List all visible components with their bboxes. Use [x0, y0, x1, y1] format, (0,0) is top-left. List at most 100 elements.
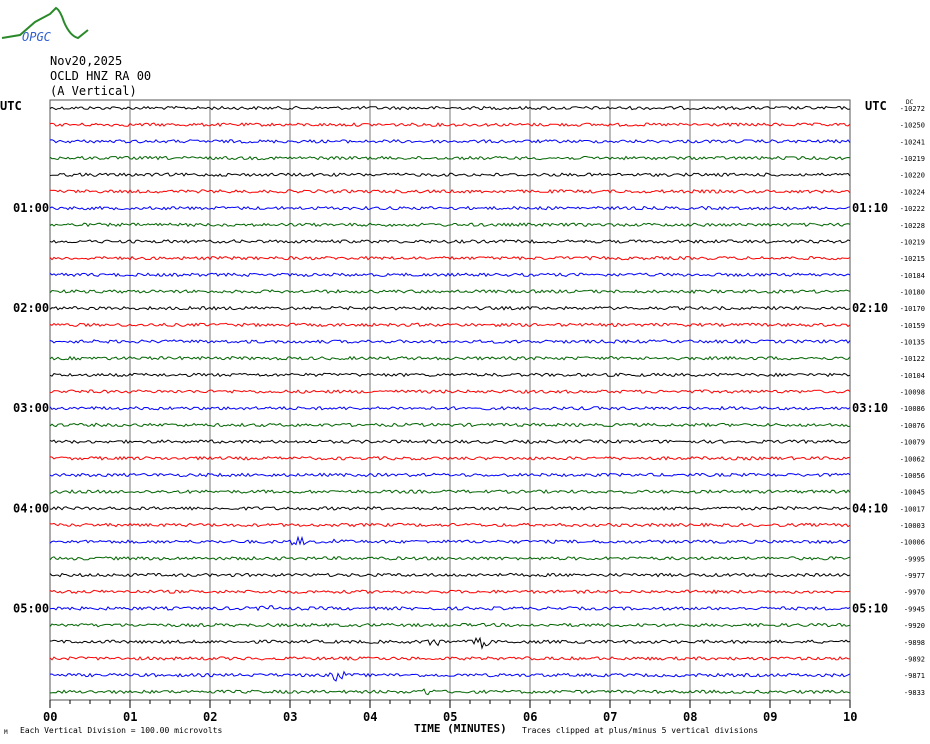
dc-offset-label: -10241: [900, 138, 925, 146]
dc-offset-label: -10098: [900, 389, 925, 397]
dc-offset-label: -10170: [900, 305, 925, 313]
left-hour-label: 04:00: [13, 501, 49, 515]
dc-offset-label: -10228: [900, 222, 925, 230]
left-hour-label: 03:00: [13, 401, 49, 415]
left-hour-label: 01:00: [13, 201, 49, 215]
trace-row-9: [49, 255, 851, 261]
trace-row-18: [49, 405, 851, 411]
trace-row-13: [49, 322, 851, 328]
dc-offset-label: -10220: [900, 172, 925, 180]
x-tick-label: 05: [443, 710, 457, 724]
trace-row-33: [49, 656, 851, 661]
trace-row-26: [49, 535, 851, 546]
dc-offset-label: -9871: [904, 672, 925, 680]
dc-offset-label: -9977: [904, 572, 925, 580]
logo: OPGC: [1, 6, 89, 44]
dc-offset-label: -9970: [904, 589, 925, 597]
right-utc-label: UTC: [865, 99, 887, 113]
x-tick-label: 07: [603, 710, 617, 724]
x-tick-label: 03: [283, 710, 297, 724]
dc-offset-label: -9920: [904, 622, 925, 630]
x-axis-label: TIME (MINUTES): [414, 722, 507, 735]
trace-row-24: [50, 505, 851, 511]
scale-note: Each Vertical Division = 100.00 microvol…: [20, 726, 222, 735]
trace-row-5: [49, 188, 851, 194]
clip-note: Traces clipped at plus/minus 5 vertical …: [522, 726, 758, 735]
dc-label: DC: [906, 99, 914, 106]
dc-offset-label: -10184: [900, 272, 925, 280]
dc-offset-label: -10017: [900, 505, 925, 513]
trace-row-17: [49, 389, 851, 394]
right-hour-label: 03:10: [852, 401, 888, 415]
trace-row-35: [49, 688, 851, 696]
x-tick-label: 04: [363, 710, 377, 724]
trace-row-15: [49, 355, 851, 361]
dc-offset-label: -10062: [900, 455, 925, 463]
trace-row-4: [49, 172, 851, 178]
dc-offset-label: -10079: [900, 439, 925, 447]
trace-row-19: [49, 422, 851, 428]
trace-row-22: [49, 472, 851, 478]
station-label: OCLD HNZ RA 00: [50, 69, 152, 83]
trace-row-2: [49, 139, 851, 144]
right-hour-label: 02:10: [852, 301, 888, 315]
dc-offset-label: -9995: [904, 555, 925, 563]
right-hour-label: 04:10: [852, 501, 888, 515]
left-hour-label: 05:00: [13, 601, 49, 615]
x-tick-label: 01: [123, 710, 137, 724]
left-utc-label: UTC: [0, 99, 22, 113]
left-hour-label: 02:00: [13, 301, 49, 315]
dc-offset-label: -10219: [900, 155, 925, 163]
right-hour-label: 01:10: [852, 201, 888, 215]
trace-row-0: [49, 105, 851, 111]
x-tick-label: 06: [523, 710, 537, 724]
trace-row-31: [49, 622, 851, 628]
right-hour-label: 05:10: [852, 601, 888, 615]
dc-offset-label: -9833: [904, 689, 925, 697]
trace-row-23: [49, 489, 851, 494]
footer-mark: M: [4, 729, 8, 736]
trace-row-6: [49, 205, 851, 211]
trace-row-1: [49, 122, 851, 128]
dc-offset-label: -10272: [900, 105, 925, 113]
dc-offset-label: -10250: [900, 122, 925, 130]
dc-offset-label: -10135: [900, 339, 925, 347]
x-tick-label: 10: [843, 710, 857, 724]
x-tick-label: 02: [203, 710, 217, 724]
trace-row-14: [49, 339, 851, 344]
dc-offset-label: -10006: [900, 539, 925, 547]
dc-offset-label: -10104: [900, 372, 925, 380]
trace-row-30: [49, 605, 851, 612]
trace-row-8: [49, 239, 851, 244]
date-label: Nov20,2025: [50, 54, 123, 68]
dc-offset-label: -10219: [900, 238, 925, 246]
trace-row-3: [49, 155, 851, 161]
dc-offset-label: -10159: [900, 322, 925, 330]
dc-offset-label: -9892: [904, 655, 925, 663]
x-tick-label: 08: [683, 710, 697, 724]
component-label: (A Vertical): [50, 84, 137, 98]
x-tick-label: 09: [763, 710, 777, 724]
trace-row-27: [49, 555, 851, 561]
trace-row-25: [49, 522, 851, 528]
logo-text: OPGC: [22, 30, 52, 44]
trace-row-11: [49, 289, 851, 294]
dc-offset-label: -10122: [900, 355, 925, 363]
dc-offset-label: -9945: [904, 605, 925, 613]
dc-offset-label: -10222: [900, 205, 925, 213]
x-tick-label: 00: [43, 710, 57, 724]
trace-row-10: [49, 272, 851, 278]
dc-offset-label: -10086: [900, 405, 925, 413]
trace-row-34: [49, 670, 851, 682]
dc-offset-label: -10224: [900, 188, 925, 196]
trace-row-16: [49, 372, 851, 378]
dc-offset-label: -9898: [904, 639, 925, 647]
dc-offset-label: -10056: [900, 472, 925, 480]
dc-offset-label: -10180: [900, 288, 925, 296]
trace-row-12: [49, 305, 851, 311]
trace-row-32: [49, 636, 851, 650]
trace-row-21: [49, 455, 851, 461]
dc-offset-label: -10003: [900, 522, 925, 530]
